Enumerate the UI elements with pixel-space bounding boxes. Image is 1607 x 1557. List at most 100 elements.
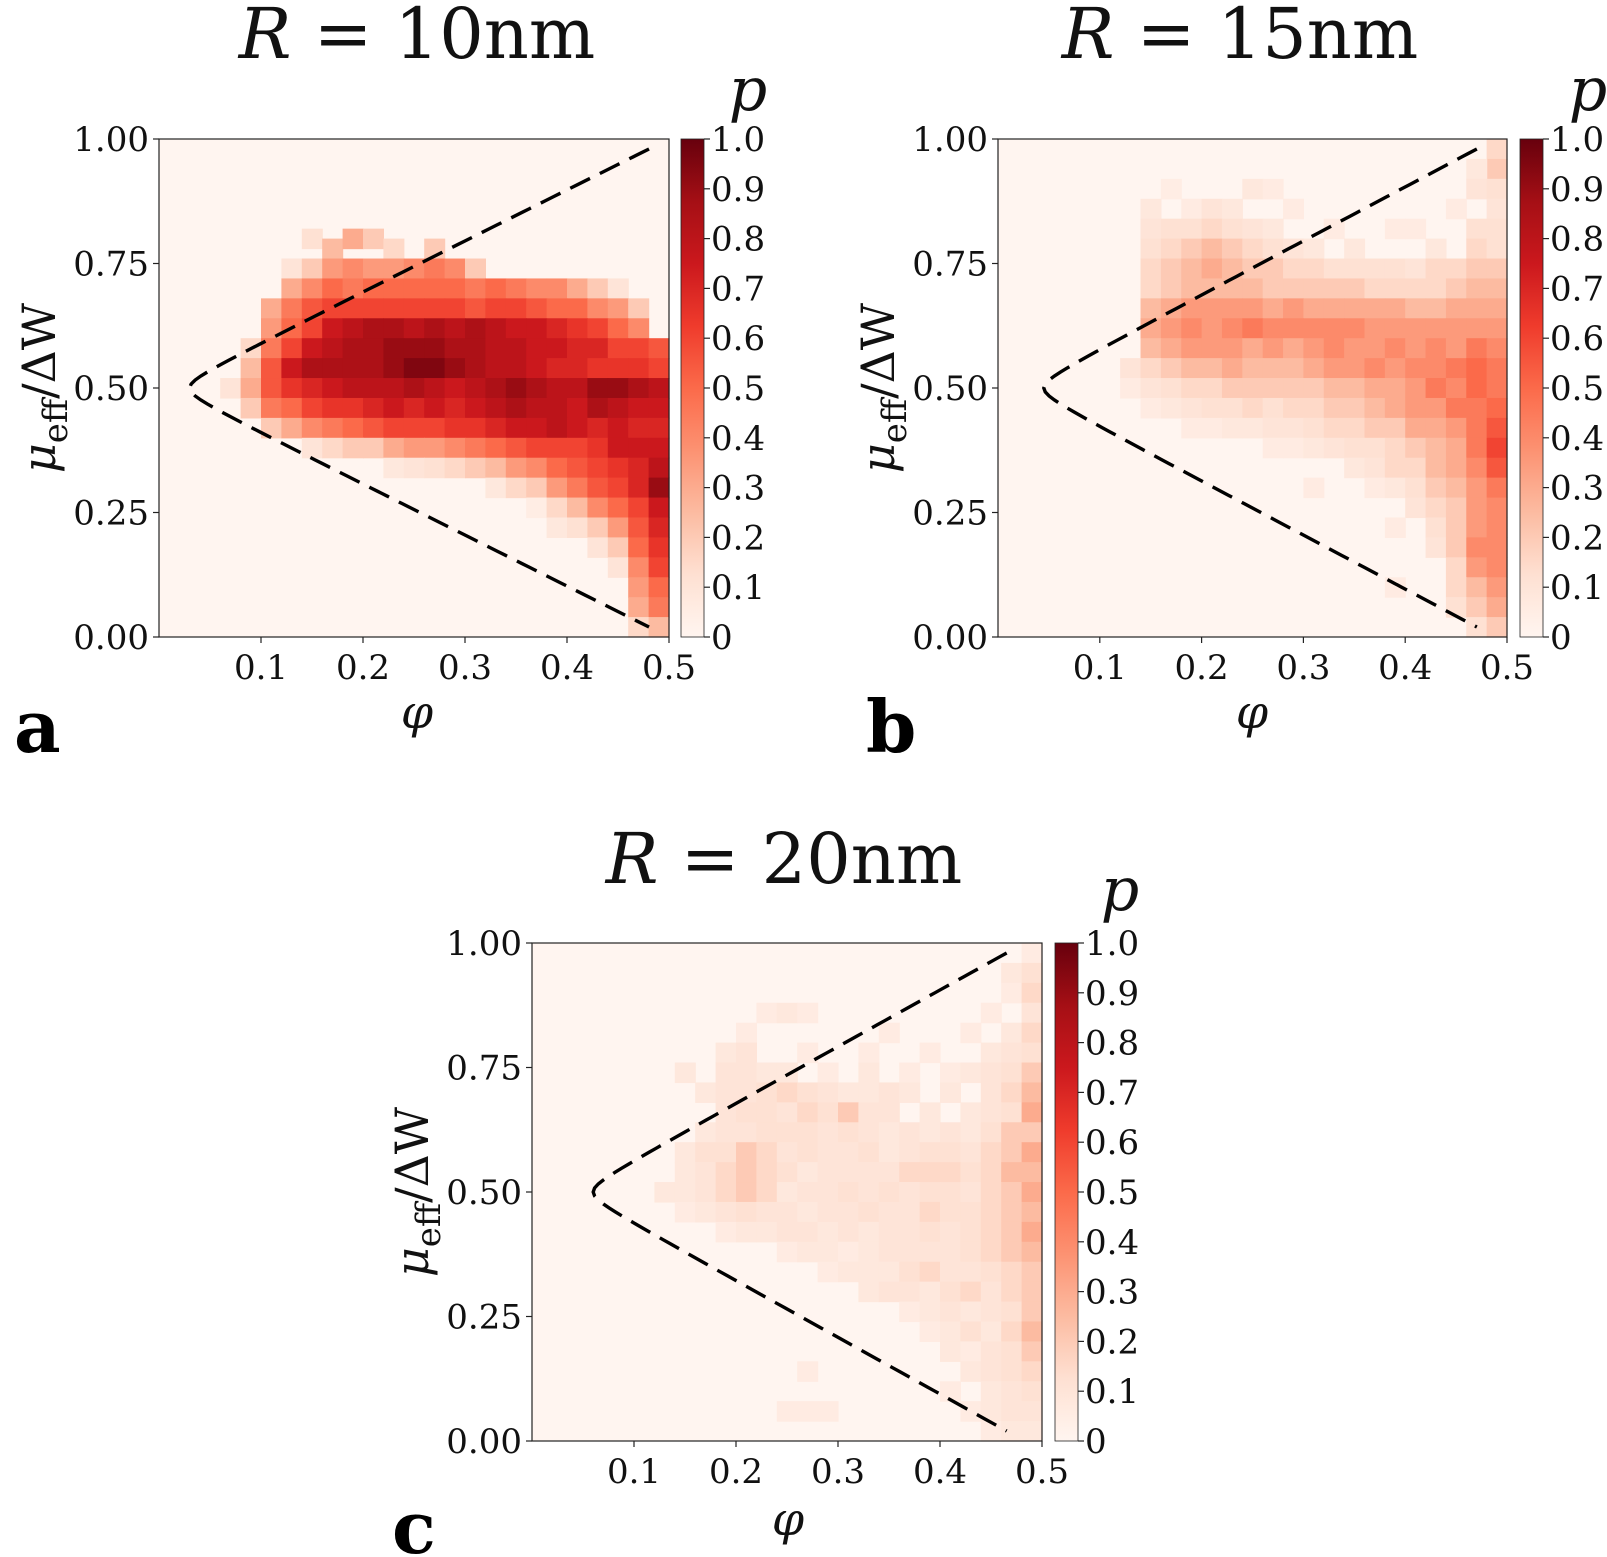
- heatmap-cell: [322, 298, 344, 319]
- y-tick-label: 0.75: [912, 245, 988, 285]
- heatmap-cell: [1405, 358, 1427, 379]
- heatmap-cell: [674, 1142, 696, 1163]
- heatmap-cell: [776, 1182, 798, 1203]
- heatmap-cell: [607, 278, 629, 299]
- heatmap-cell: [1466, 178, 1488, 200]
- y-label-subscript: eff: [36, 396, 76, 443]
- heatmap-cell: [485, 397, 507, 419]
- heatmap-cell: [960, 1122, 982, 1143]
- heatmap-cell: [628, 617, 650, 638]
- heatmap-cell: [1262, 437, 1284, 459]
- heatmap-cell: [776, 1162, 798, 1183]
- y-tick-label: 0.25: [446, 1298, 522, 1338]
- heatmap-cell: [1405, 258, 1427, 280]
- heatmap-cell: [1303, 318, 1325, 339]
- heatmap-cell: [465, 457, 486, 479]
- heatmap-cell: [1466, 537, 1488, 558]
- heatmap-cell: [1283, 358, 1304, 379]
- heatmap-cell: [940, 1162, 961, 1183]
- heatmap-cell: [444, 258, 466, 280]
- heatmap-cell: [301, 437, 323, 459]
- x-tick-label: 0.5: [1015, 1452, 1069, 1492]
- colorbar-tick-label: 0.1: [1085, 1372, 1139, 1412]
- heatmap-cell: [424, 278, 446, 299]
- heatmap-cell: [465, 437, 486, 459]
- heatmap-cell: [797, 1082, 819, 1103]
- heatmap-cell: [1445, 437, 1467, 459]
- heatmap-cell: [567, 318, 588, 339]
- heatmap-cell: [919, 1201, 941, 1223]
- heatmap-cell: [838, 1201, 859, 1223]
- heatmap-cell: [1021, 1221, 1043, 1243]
- heatmap-cell: [444, 358, 466, 379]
- heatmap-cell: [465, 358, 486, 379]
- panel-letter: c: [392, 1485, 436, 1557]
- heatmap-cell: [587, 338, 609, 359]
- heatmap-cell: [1021, 1321, 1043, 1342]
- heatmap-cell: [648, 437, 670, 459]
- heatmap-cell: [1160, 397, 1182, 419]
- heatmap-cell: [980, 1102, 1002, 1123]
- heatmap-cell: [1445, 378, 1467, 399]
- heatmap-cell: [628, 577, 650, 598]
- heatmap-cell: [1283, 417, 1304, 439]
- heatmap-cell: [1021, 1022, 1043, 1044]
- heatmap-cell: [899, 1301, 921, 1323]
- heatmap-cell: [1466, 258, 1488, 280]
- colorbar-tick-label: 0.5: [1550, 369, 1604, 409]
- heatmap-cell: [628, 477, 650, 499]
- heatmap-cell: [797, 1201, 819, 1223]
- heatmap-cell: [1384, 278, 1406, 299]
- heatmap-cell: [960, 1162, 982, 1183]
- heatmap-cell: [1242, 338, 1264, 359]
- heatmap-cell: [526, 378, 548, 399]
- y-label-subscript: eff: [875, 396, 915, 443]
- heatmap-cell: [776, 1122, 798, 1143]
- heatmap-cell: [567, 457, 588, 479]
- heatmap-cell: [1262, 278, 1284, 299]
- heatmap-cell: [1405, 397, 1427, 419]
- heatmap-cell: [363, 298, 384, 319]
- heatmap-cell: [838, 1102, 859, 1123]
- heatmap-cell: [1021, 1301, 1043, 1323]
- heatmap-cell: [1283, 298, 1304, 319]
- heatmap-cell: [817, 1241, 839, 1263]
- heatmap-cell: [797, 1122, 819, 1143]
- heatmap-cell: [715, 1221, 737, 1243]
- heatmap-cell: [567, 298, 588, 319]
- heatmap-cell: [322, 397, 344, 419]
- heatmap-cell: [1425, 238, 1447, 260]
- heatmap-cell: [546, 338, 568, 359]
- heatmap-cell: [838, 1261, 859, 1283]
- heatmap-cell: [1405, 417, 1427, 439]
- heatmap-cell: [1445, 537, 1467, 558]
- heatmap-cell: [485, 278, 507, 299]
- heatmap-cell: [940, 1062, 961, 1084]
- heatmap-cell: [1486, 577, 1508, 598]
- heatmap-cell: [485, 318, 507, 339]
- heatmap-cell: [980, 1002, 1002, 1024]
- heatmap-cell: [838, 1221, 859, 1243]
- heatmap-cell: [1001, 1042, 1023, 1064]
- heatmap-cell: [281, 278, 303, 299]
- heatmap-cell: [858, 1162, 880, 1183]
- heatmap-cell: [628, 437, 650, 459]
- panel-title: R = 20nm: [604, 818, 962, 900]
- heatmap-cell: [736, 1042, 757, 1064]
- colorbar-tick-label: 0.3: [1085, 1273, 1139, 1313]
- heatmap-cell: [567, 497, 588, 519]
- heatmap-cell: [1486, 298, 1508, 319]
- colorbar-tick-label: 0.7: [711, 269, 765, 309]
- colorbar-label: p: [1569, 55, 1607, 125]
- boundary-curve: [591, 951, 1008, 1433]
- heatmap-cell: [878, 1261, 900, 1283]
- heatmap-cell: [736, 1201, 757, 1223]
- heatmap-cell: [607, 457, 629, 479]
- heatmap-cell: [1364, 378, 1386, 399]
- heatmap-cell: [1445, 278, 1467, 299]
- heatmap-cell: [567, 517, 588, 538]
- heatmap-cell: [628, 397, 650, 419]
- colorbar-tick-label: 0.8: [711, 220, 765, 260]
- title-variable: R: [1060, 0, 1115, 75]
